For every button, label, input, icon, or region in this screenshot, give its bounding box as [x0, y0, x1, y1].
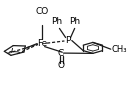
Text: CO: CO [35, 7, 49, 16]
Text: Ph: Ph [51, 17, 63, 26]
Text: P: P [65, 36, 71, 45]
Text: C: C [58, 49, 64, 58]
Text: Ph: Ph [69, 17, 80, 26]
Text: O: O [58, 61, 65, 70]
Text: Fe: Fe [37, 40, 47, 48]
Text: CH₃: CH₃ [111, 45, 127, 54]
